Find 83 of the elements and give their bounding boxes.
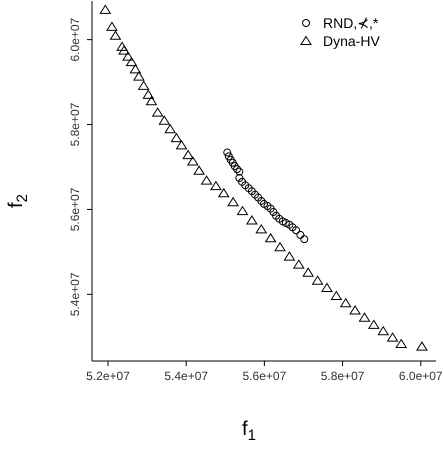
x-tick-label: 6.0e+07 xyxy=(398,369,443,383)
point xyxy=(285,220,294,229)
x-axis-title: f$_{1}$ xyxy=(242,418,256,444)
point xyxy=(368,320,380,329)
legend-label: Dyna-HV xyxy=(323,33,380,49)
point xyxy=(312,276,324,285)
point xyxy=(176,140,188,150)
point xyxy=(223,148,232,157)
y-tick-label: 6.0e+07 xyxy=(68,17,82,62)
point xyxy=(248,187,256,196)
point xyxy=(218,188,230,198)
point xyxy=(264,202,272,210)
legend-label: RND,⊀,* xyxy=(323,15,379,31)
point xyxy=(282,219,290,228)
point xyxy=(358,312,370,322)
point xyxy=(278,217,287,226)
point xyxy=(350,305,361,314)
point xyxy=(187,156,198,166)
point xyxy=(292,226,300,234)
point xyxy=(158,116,170,125)
point xyxy=(274,242,286,252)
point xyxy=(146,96,157,106)
y-tick-label: 5.8e+07 xyxy=(68,102,82,146)
point xyxy=(126,57,137,66)
x-tick-label: 5.2e+07 xyxy=(86,369,130,383)
point xyxy=(235,174,244,182)
x-tick-label: 5.6e+07 xyxy=(242,369,287,383)
point xyxy=(378,326,389,336)
point xyxy=(152,108,164,117)
point xyxy=(275,214,284,223)
point xyxy=(300,235,308,244)
point xyxy=(266,204,275,213)
point xyxy=(228,197,239,206)
point xyxy=(288,223,297,232)
point xyxy=(416,342,428,351)
point xyxy=(138,80,150,90)
point xyxy=(224,152,233,160)
point xyxy=(237,206,248,216)
point xyxy=(116,42,128,51)
point xyxy=(251,190,260,199)
point xyxy=(235,168,244,176)
point xyxy=(170,133,182,142)
point xyxy=(100,4,111,14)
point xyxy=(230,162,239,170)
point xyxy=(265,233,276,242)
point xyxy=(340,298,352,308)
point xyxy=(387,332,398,342)
point xyxy=(260,200,268,208)
point xyxy=(302,268,314,277)
point xyxy=(118,46,130,55)
point xyxy=(272,212,280,220)
point xyxy=(106,22,118,31)
point xyxy=(284,252,295,261)
point xyxy=(133,72,144,81)
point xyxy=(130,64,141,74)
point xyxy=(293,260,304,269)
point xyxy=(257,196,266,205)
point xyxy=(164,124,176,134)
point xyxy=(142,90,154,99)
point xyxy=(228,158,237,167)
point xyxy=(226,156,235,164)
point xyxy=(182,150,194,160)
point xyxy=(241,181,250,190)
point xyxy=(238,178,246,186)
point xyxy=(321,282,332,292)
point xyxy=(122,52,134,61)
point xyxy=(269,208,278,216)
x-tick-label: 5.4e+07 xyxy=(164,369,208,383)
point xyxy=(110,30,121,40)
point xyxy=(254,194,262,202)
point xyxy=(210,181,222,190)
point xyxy=(396,339,407,348)
point xyxy=(244,184,253,192)
point xyxy=(201,176,212,185)
y-tick-label: 5.6e+07 xyxy=(68,187,82,232)
point xyxy=(330,291,342,300)
x-tick-label: 5.8e+07 xyxy=(320,369,365,383)
point xyxy=(256,224,267,234)
point xyxy=(194,166,205,175)
y-tick-label: 5.4e+07 xyxy=(68,272,82,316)
point xyxy=(246,215,258,224)
point xyxy=(233,165,242,174)
point xyxy=(296,230,304,239)
